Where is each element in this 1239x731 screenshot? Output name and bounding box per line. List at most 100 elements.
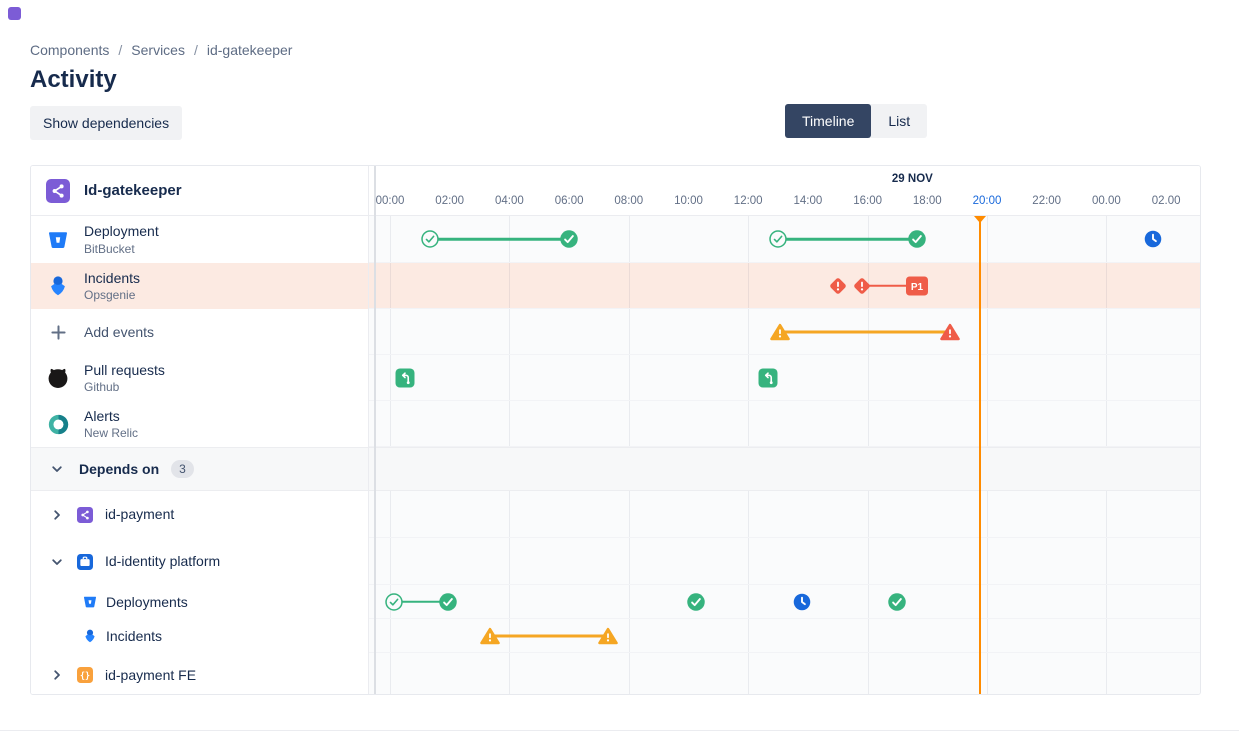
check-open-marker[interactable] bbox=[421, 230, 440, 249]
gridline bbox=[628, 585, 630, 618]
activity-timeline-panel: Id-gatekeeper 00:00 02:00 04:00 06:00 08:00 1… bbox=[30, 165, 1201, 695]
warn-marker[interactable] bbox=[939, 323, 960, 341]
gridline bbox=[1106, 491, 1108, 537]
check-open-marker[interactable] bbox=[385, 592, 404, 611]
pr-marker[interactable] bbox=[395, 368, 415, 387]
warn-marker[interactable] bbox=[480, 627, 500, 645]
sidebar-row-add-events[interactable]: Add events bbox=[31, 309, 368, 355]
timeline-row-deployment: Deployment BitBucket bbox=[31, 216, 1200, 263]
clock-marker[interactable] bbox=[793, 593, 811, 611]
show-dependencies-button[interactable]: Show dependencies bbox=[30, 106, 183, 140]
gridline bbox=[987, 619, 988, 652]
track-incidents bbox=[368, 619, 1200, 653]
gridline bbox=[748, 355, 750, 400]
view-toggle: Timeline List bbox=[785, 104, 928, 138]
gridline bbox=[1106, 619, 1108, 652]
sidebar-row-incidents[interactable]: Incidents Opsgenie bbox=[31, 263, 368, 309]
axis-date-label: 29 NOV bbox=[891, 173, 933, 185]
opsgenie-icon bbox=[82, 628, 98, 644]
sidebar-row-pull-requests[interactable]: Pull requests Github bbox=[31, 355, 368, 401]
timeline-header-row: Id-gatekeeper 00:00 02:00 04:00 06:00 08:00 1… bbox=[31, 166, 1200, 216]
sidebar-row-id-payment-fe[interactable]: {} id-payment FE bbox=[31, 653, 368, 694]
gridline bbox=[1106, 401, 1108, 446]
sidebar-row-deployment[interactable]: Deployment BitBucket bbox=[31, 216, 368, 263]
timeline-row-add-events: Add events bbox=[31, 309, 1200, 355]
sidebar-resize-handle[interactable] bbox=[374, 166, 376, 694]
gridline bbox=[628, 355, 630, 400]
axis-tick-18-00: 18:00 bbox=[912, 195, 942, 207]
track-deployment bbox=[368, 216, 1200, 263]
sidebar-row-alerts[interactable]: Alerts New Relic bbox=[31, 401, 368, 447]
gridline bbox=[390, 309, 391, 354]
clock-marker[interactable] bbox=[1144, 230, 1162, 248]
gridline bbox=[628, 216, 630, 262]
green-connector-line bbox=[394, 600, 449, 603]
bitbucket-icon bbox=[82, 594, 98, 610]
priority-badge[interactable]: P1 bbox=[905, 276, 928, 295]
pr-marker[interactable] bbox=[758, 368, 778, 387]
chevron-down-icon[interactable] bbox=[49, 554, 65, 570]
warn-marker[interactable] bbox=[769, 323, 790, 341]
gridline bbox=[748, 491, 750, 537]
warn-marker[interactable] bbox=[598, 627, 618, 645]
breadcrumb-item-components[interactable]: Components bbox=[30, 42, 110, 58]
gridline bbox=[1106, 355, 1108, 400]
check-marker[interactable] bbox=[560, 230, 579, 249]
app-logo[interactable] bbox=[8, 7, 21, 20]
axis-tick-14-00: 14:00 bbox=[793, 195, 823, 207]
gridline bbox=[987, 216, 988, 262]
gridline bbox=[1106, 263, 1108, 308]
gridline bbox=[509, 355, 511, 400]
diamond-marker[interactable] bbox=[852, 276, 872, 296]
row-label: Add events bbox=[84, 323, 155, 340]
plus-icon[interactable] bbox=[46, 320, 70, 344]
row-label: id-payment bbox=[105, 506, 175, 523]
axis-tick-20-00: 20:00 bbox=[972, 195, 1002, 207]
sidebar-row-id-identity-platform[interactable]: Id-identity platform bbox=[31, 538, 368, 585]
view-toggle-list[interactable]: List bbox=[871, 104, 927, 138]
gridline bbox=[1106, 653, 1108, 694]
service-icon bbox=[77, 506, 93, 523]
chevron-right-icon[interactable] bbox=[49, 667, 65, 683]
axis-tick-10-00: 10:00 bbox=[674, 195, 703, 207]
check-marker[interactable] bbox=[686, 592, 705, 611]
gridline bbox=[748, 585, 750, 618]
service-icon bbox=[46, 178, 70, 203]
check-marker[interactable] bbox=[888, 592, 907, 611]
timeline-row-depends-on: Depends on 3 bbox=[31, 447, 1200, 491]
row-label: Incidents bbox=[84, 269, 141, 286]
gridline bbox=[867, 355, 869, 400]
diamond-marker[interactable] bbox=[828, 276, 848, 296]
sidebar-row-incidents[interactable]: Incidents bbox=[31, 619, 368, 653]
gridline bbox=[628, 653, 630, 694]
gridline bbox=[987, 263, 988, 308]
gridline bbox=[748, 653, 750, 694]
chevron-down-icon[interactable] bbox=[49, 461, 65, 477]
chevron-right-icon[interactable] bbox=[49, 507, 65, 523]
breadcrumb-separator: / bbox=[118, 42, 123, 58]
sidebar-row-id-payment[interactable]: id-payment bbox=[31, 491, 368, 538]
row-label: Deployment bbox=[84, 223, 159, 240]
gridline bbox=[628, 538, 630, 584]
axis-tick-02-00: 02.00 bbox=[1151, 195, 1181, 207]
gridline bbox=[390, 355, 391, 400]
sidebar-row-deployments[interactable]: Deployments bbox=[31, 585, 368, 619]
gridline bbox=[390, 263, 391, 308]
view-toggle-timeline[interactable]: Timeline bbox=[785, 104, 872, 138]
breadcrumb-item-services[interactable]: Services bbox=[131, 42, 185, 58]
gridline bbox=[987, 491, 988, 537]
check-marker[interactable] bbox=[907, 230, 926, 249]
check-marker[interactable] bbox=[439, 592, 458, 611]
timeline-row-deployments: Deployments bbox=[31, 585, 1200, 619]
gridline bbox=[628, 263, 630, 308]
sidebar-row-depends-on[interactable]: Depends on 3 bbox=[31, 448, 368, 490]
check-open-marker[interactable] bbox=[769, 230, 788, 249]
gridline bbox=[748, 401, 750, 446]
timeline-row-id-identity-platform: Id-identity platform bbox=[31, 538, 1200, 585]
track-add-events bbox=[368, 309, 1200, 355]
track-id-payment bbox=[368, 491, 1200, 538]
green-connector-line bbox=[778, 237, 917, 241]
breadcrumb-item-id-gatekeeper[interactable]: id-gatekeeper bbox=[206, 42, 293, 58]
row-label: Pull requests bbox=[84, 361, 165, 378]
row-label: id-payment FE bbox=[105, 666, 197, 683]
